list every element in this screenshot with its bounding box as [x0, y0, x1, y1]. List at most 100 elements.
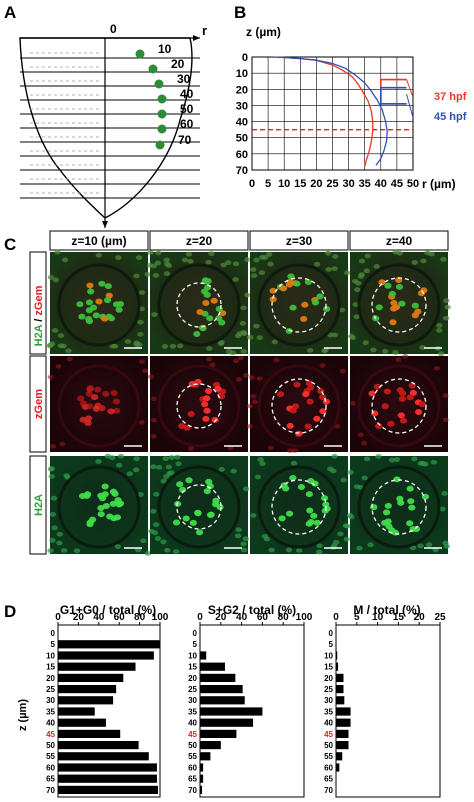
bar	[58, 718, 106, 727]
depth-marker	[157, 94, 167, 104]
x-tick-label: 15	[294, 178, 306, 190]
category-label: 50	[188, 741, 197, 750]
category-label: 35	[46, 707, 55, 716]
column-header-box	[249, 230, 349, 251]
panel-b-xlabel: r (µm)	[422, 177, 456, 191]
x-tick-label: 10	[372, 612, 384, 623]
depth-marker	[148, 64, 158, 74]
bar	[336, 662, 339, 671]
column-header: z=30	[286, 234, 313, 248]
dashed-region	[271, 479, 327, 535]
depth-marker	[154, 79, 164, 89]
x-tick-label: 0	[55, 612, 61, 623]
category-label: 70	[324, 786, 333, 795]
category-label: 40	[188, 719, 197, 728]
bar	[58, 752, 149, 761]
category-label: 30	[46, 696, 55, 705]
category-label: 0	[329, 629, 334, 638]
y-tick-label: 10	[236, 68, 248, 80]
bar	[58, 696, 114, 705]
category-label: 55	[188, 752, 197, 761]
bar	[200, 651, 207, 660]
y-tick-label: 60	[236, 149, 248, 161]
category-label: 50	[324, 741, 333, 750]
x-tick-label: 80	[278, 612, 290, 623]
micrograph-red-z40	[350, 354, 449, 452]
bar	[200, 685, 243, 694]
bar	[336, 685, 344, 694]
x-tick-label: 80	[134, 612, 146, 623]
bar	[200, 785, 203, 794]
x-tick-label: 20	[73, 612, 85, 623]
category-label: 0	[193, 629, 198, 638]
micrograph-red-z30	[247, 356, 348, 453]
y-tick-label: 40	[236, 117, 248, 129]
bar	[58, 774, 157, 783]
category-label: 5	[51, 640, 56, 649]
micrograph-green-z10	[47, 453, 152, 556]
panel-d-charts: 0 20 40 60 80 1000510152025303540455055606570…	[46, 612, 446, 798]
bar	[58, 763, 157, 772]
micrograph-merge-z30	[246, 250, 351, 354]
row-label-h2a: H2A	[33, 494, 45, 516]
bar	[200, 718, 254, 727]
row-label-box-zgem	[29, 355, 47, 453]
micrograph-green-z20	[148, 454, 250, 555]
panel-d-ylabel: z (µm)	[17, 699, 29, 731]
category-label: 20	[46, 674, 55, 683]
x-tick-label: 0	[333, 612, 339, 623]
x-tick-label: 60	[257, 612, 269, 623]
shell-bracket	[380, 86, 407, 105]
dashed-region	[371, 378, 427, 434]
dashed-region	[371, 277, 427, 333]
bar	[336, 763, 340, 772]
bar	[336, 707, 351, 716]
y-tick-label: 30	[236, 100, 248, 112]
category-label: 30	[324, 696, 333, 705]
panel-a-label: A	[4, 3, 16, 22]
category-label: 5	[193, 640, 198, 649]
axis-r-arrow	[193, 35, 200, 41]
category-label: 35	[188, 707, 197, 716]
dashed-region	[271, 378, 327, 434]
depth-label: 60	[180, 117, 194, 131]
category-label: 20	[188, 674, 197, 683]
row-label-merge-zgem: zGem	[33, 285, 45, 315]
bar-chart-frame	[335, 624, 441, 798]
depth-label: 20	[171, 57, 185, 71]
category-label: 50	[46, 741, 55, 750]
bar	[336, 651, 338, 660]
category-label: 65	[46, 775, 55, 784]
bar	[336, 741, 349, 750]
x-tick-label: 30	[342, 178, 354, 190]
bar	[58, 640, 160, 649]
category-label: 60	[188, 763, 197, 772]
category-label: 25	[324, 685, 333, 694]
category-label: 20	[324, 674, 333, 683]
x-tick-label: 10	[278, 178, 290, 190]
micrograph-red-z20	[147, 355, 250, 452]
depth-marker	[155, 140, 165, 150]
bar	[200, 707, 263, 716]
column-header-box	[149, 230, 249, 251]
x-tick-label: 100	[152, 612, 169, 623]
micrograph-green-z40	[346, 454, 451, 554]
depth-label: 70	[178, 133, 192, 147]
bar	[336, 673, 344, 682]
category-label: 40	[46, 719, 55, 728]
y-tick-label: 70	[236, 165, 248, 177]
panel-d-title-sg2: S+G2 / total (%)	[208, 603, 296, 617]
x-tick-label: 40	[236, 612, 248, 623]
depth-label: 30	[177, 72, 191, 86]
column-header: z=20	[186, 234, 213, 248]
depth-label: 50	[180, 102, 194, 116]
x-tick-label: 50	[407, 178, 419, 190]
category-label: 40	[324, 719, 333, 728]
legend-entry: 37 hpf	[434, 91, 467, 103]
bar	[58, 729, 121, 738]
column-header-box	[49, 230, 149, 251]
bar	[200, 696, 245, 705]
category-label: 0	[51, 629, 56, 638]
